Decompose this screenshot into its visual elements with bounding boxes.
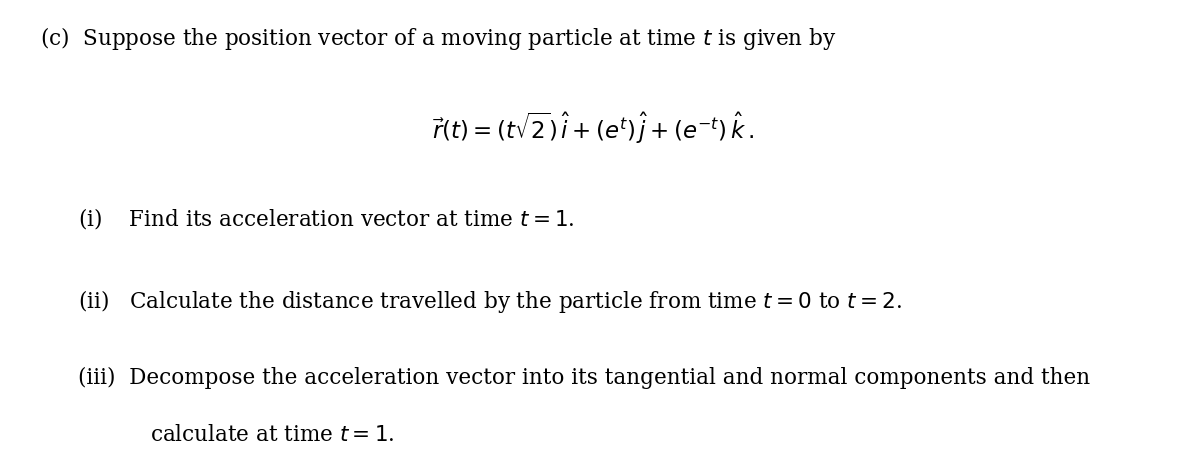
Text: calculate at time $t = 1$.: calculate at time $t = 1$.	[150, 424, 395, 446]
Text: (iii)  Decompose the acceleration vector into its tangential and normal componen: (iii) Decompose the acceleration vector …	[78, 367, 1090, 389]
Text: (i)    Find its acceleration vector at time $t = 1$.: (i) Find its acceleration vector at time…	[78, 206, 575, 231]
Text: (c)  Suppose the position vector of a moving particle at time $t$ is given by: (c) Suppose the position vector of a mov…	[40, 25, 836, 52]
Text: $\vec{r}(t) = (t\sqrt{2})\,\hat{i} + (e^{t})\,\hat{j} + (e^{-t})\,\hat{k}\,.$: $\vec{r}(t) = (t\sqrt{2})\,\hat{i} + (e^…	[432, 111, 754, 146]
Text: (ii)   Calculate the distance travelled by the particle from time $t = 0$ to $t : (ii) Calculate the distance travelled by…	[78, 288, 901, 315]
